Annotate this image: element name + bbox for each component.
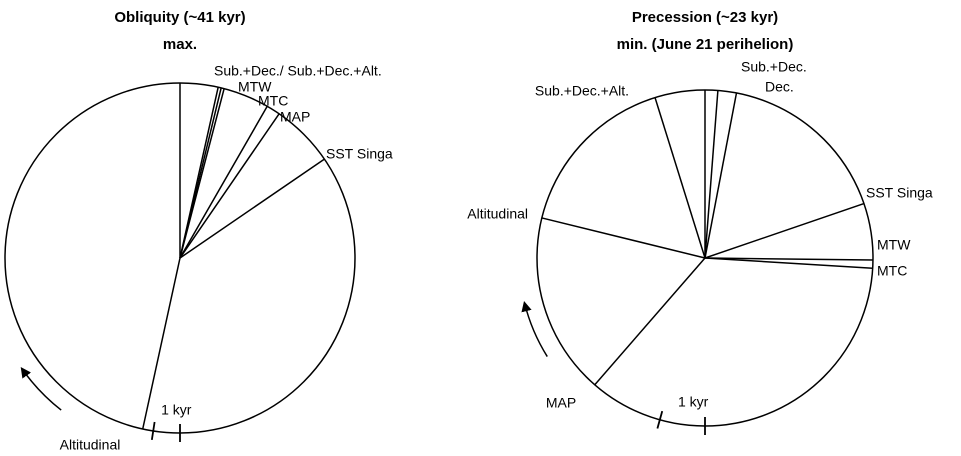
phase-line xyxy=(141,257,181,430)
scale-tick xyxy=(150,421,156,440)
phase-line xyxy=(179,105,268,259)
phase-label: MTW xyxy=(877,237,911,253)
phase-line xyxy=(179,158,325,259)
phase-label: Dec. xyxy=(765,79,794,95)
phase-label: MTC xyxy=(258,93,288,109)
chart-subtitle: min. (June 21 perihelion) xyxy=(617,36,794,53)
phase-line xyxy=(179,88,225,259)
phase-label: Altitudinal xyxy=(60,437,121,453)
chart-title: Precession (~23 kyr) xyxy=(632,9,778,26)
phase-label: MAP xyxy=(546,395,576,411)
phase-label: MTC xyxy=(877,263,907,279)
direction-arrow xyxy=(20,366,62,411)
phase-label: SST Singa xyxy=(866,185,933,201)
phase-line xyxy=(704,90,719,259)
scale-tick xyxy=(656,410,664,429)
phase-label: Altitudinal xyxy=(467,206,528,222)
phase-label: Sub.+Dec. xyxy=(741,59,807,75)
phase-line xyxy=(654,97,706,259)
chart-subtitle: max. xyxy=(163,36,197,53)
phase-label: Sub.+Dec./ Sub.+Dec.+Alt. xyxy=(214,63,382,79)
phase-line xyxy=(704,257,873,261)
direction-arrow xyxy=(521,300,548,357)
phase-line xyxy=(704,202,865,259)
scale-label: 1 kyr xyxy=(678,393,709,409)
phase-line xyxy=(179,113,280,259)
phase-label: Sub.+Dec.+Alt. xyxy=(535,83,629,99)
phase-label: MTW xyxy=(238,79,272,95)
phase-line xyxy=(594,257,706,386)
phase-label: MAP xyxy=(280,109,310,125)
phase-line xyxy=(704,92,738,259)
phase-label: SST Singa xyxy=(326,146,393,162)
chart-title: Obliquity (~41 kyr) xyxy=(114,9,245,26)
phase-line xyxy=(541,217,706,259)
scale-label: 1 kyr xyxy=(161,401,192,417)
phase-line xyxy=(704,257,873,270)
